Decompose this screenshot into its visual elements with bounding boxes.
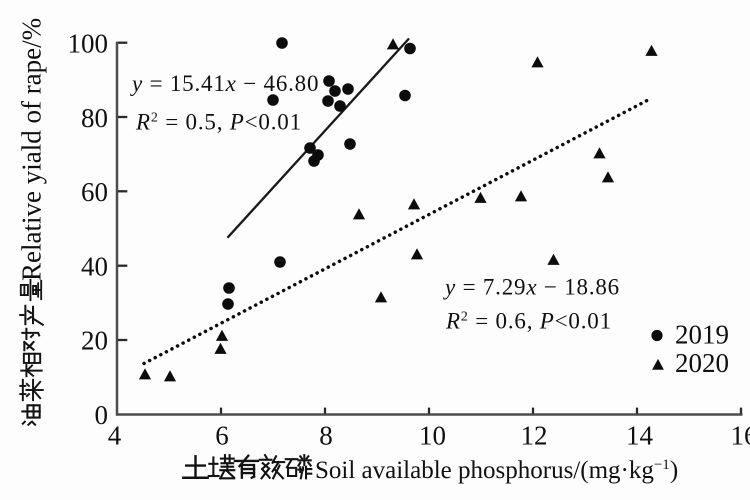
- svg-text:R2 = 0.6, P<0.01: R2 = 0.6, P<0.01: [445, 309, 612, 334]
- svg-text:2019: 2019: [675, 320, 729, 350]
- svg-text:60: 60: [81, 177, 108, 207]
- svg-text:y = 15.41x − 46.80: y = 15.41x − 46.80: [130, 71, 319, 96]
- svg-text:Soil available phosphorus/(mg·: Soil available phosphorus/(mg·kg−1): [315, 457, 678, 484]
- svg-text:40: 40: [81, 251, 108, 281]
- svg-text:2020: 2020: [675, 348, 729, 378]
- svg-text:0: 0: [95, 400, 109, 430]
- svg-text:y = 7.29x − 18.86: y = 7.29x − 18.86: [443, 275, 620, 300]
- svg-text:R2 = 0.5, P<0.01: R2 = 0.5, P<0.01: [135, 110, 302, 135]
- svg-text:12: 12: [521, 421, 548, 451]
- svg-text:14: 14: [626, 421, 654, 451]
- svg-text:6: 6: [215, 421, 229, 451]
- svg-text:100: 100: [68, 28, 109, 58]
- svg-text:20: 20: [81, 326, 108, 356]
- svg-text:80: 80: [81, 103, 108, 133]
- svg-text:16: 16: [731, 421, 750, 451]
- svg-text:Relative yiald of rape/%: Relative yiald of rape/%: [17, 18, 47, 281]
- svg-text:8: 8: [319, 421, 333, 451]
- svg-text:10: 10: [419, 421, 446, 451]
- svg-text:4: 4: [108, 421, 122, 451]
